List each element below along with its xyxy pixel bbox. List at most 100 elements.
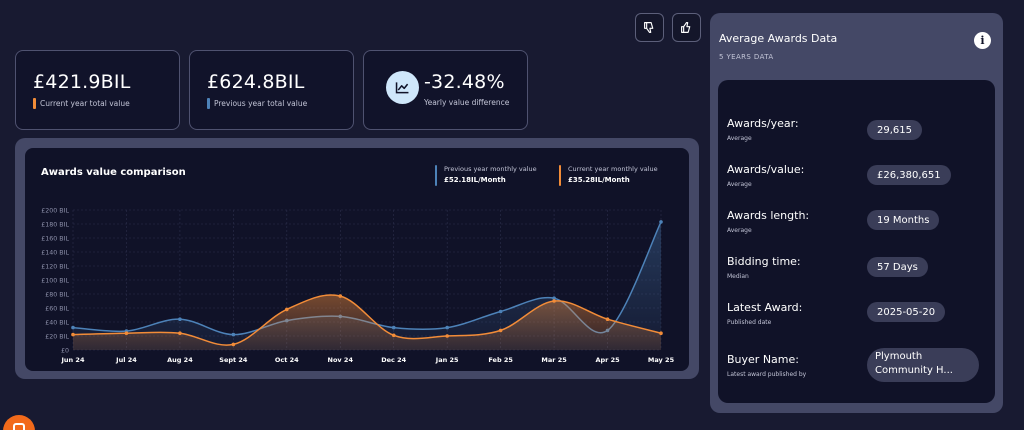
x-tick-label: Oct 24 bbox=[275, 356, 299, 364]
series-point-1 bbox=[71, 332, 75, 337]
y-tick-label: £80 BIL bbox=[45, 292, 69, 299]
x-tick-label: Sept 24 bbox=[219, 356, 248, 364]
series-point-0 bbox=[71, 325, 75, 330]
x-tick-label: Mar 25 bbox=[541, 356, 567, 364]
series-point-1 bbox=[445, 334, 449, 338]
metrics-list: Awards/year: Average 29,615 Awards/value… bbox=[718, 80, 995, 403]
legend-previous-value: £52.18IL/Month bbox=[444, 176, 506, 184]
y-tick-label: £140 BIL bbox=[41, 250, 69, 257]
stat-card-yearly-difference: -32.48% Yearly value difference bbox=[363, 50, 528, 130]
x-tick-label: Jul 24 bbox=[115, 356, 137, 364]
legend-previous-marker bbox=[435, 165, 437, 186]
y-tick-label: £20 BIL bbox=[45, 334, 69, 341]
x-tick-label: Aug 24 bbox=[167, 356, 193, 364]
awards-value-chart: £0 £20 BIL £40 BIL £60 BIL £80 BIL £100 BIL £1… bbox=[25, 148, 689, 371]
series-point-1 bbox=[659, 331, 663, 335]
buyer-name-line-1: Plymouth bbox=[875, 351, 923, 362]
series-point-0 bbox=[391, 325, 396, 330]
yearly-difference-label: Yearly value difference bbox=[424, 98, 510, 107]
metric-label-bidding-time: Bidding time: bbox=[727, 255, 801, 268]
chart-panel: £0 £20 BIL £40 BIL £60 BIL £80 BIL £100 BIL £1… bbox=[15, 138, 699, 379]
x-tick-label: Dec 24 bbox=[381, 356, 406, 364]
current-year-total-value: £421.9BIL bbox=[33, 71, 131, 93]
chat-widget-button[interactable] bbox=[3, 415, 35, 430]
metric-sub-awards-value: Average bbox=[727, 181, 752, 188]
yearly-difference-value: -32.48% bbox=[424, 71, 505, 93]
y-tick-label: £100 BIL bbox=[41, 278, 69, 285]
metric-value-bidding-time: 57 Days bbox=[867, 257, 928, 277]
metric-sub-latest-award: Published date bbox=[727, 319, 772, 326]
metric-sub-awards-year: Average bbox=[727, 135, 752, 142]
previous-year-label: Previous year total value bbox=[214, 99, 308, 108]
series-point-1 bbox=[338, 294, 343, 298]
series-point-1 bbox=[285, 307, 289, 312]
trend-chart-icon bbox=[386, 71, 419, 104]
series-point-0 bbox=[659, 220, 663, 224]
series-area-0 bbox=[73, 221, 661, 350]
chart-canvas: £0 £20 BIL £40 BIL £60 BIL £80 BIL £100 BIL £1… bbox=[41, 208, 675, 365]
series-point-0 bbox=[552, 296, 556, 300]
series-point-1 bbox=[605, 317, 610, 321]
series-point-0 bbox=[498, 309, 503, 314]
y-tick-label: £200 BIL bbox=[41, 208, 69, 215]
series-point-1 bbox=[498, 328, 503, 333]
stat-card-previous-year: £624.8BIL Previous year total value bbox=[189, 50, 354, 130]
current-year-marker bbox=[33, 98, 36, 109]
thumbs-up-icon bbox=[681, 22, 691, 33]
y-tick-label: £180 BIL bbox=[41, 222, 69, 229]
metric-value-awards-length: 19 Months bbox=[867, 210, 940, 230]
x-tick-label: Nov 24 bbox=[328, 356, 354, 364]
series-point-0 bbox=[445, 325, 449, 330]
info-icon[interactable]: i bbox=[974, 32, 991, 49]
chart-title: Awards value comparison bbox=[41, 167, 186, 178]
legend-current-year: Current year monthly value £35.28IL/Mont… bbox=[559, 165, 658, 186]
legend-previous-name: Previous year monthly value bbox=[444, 165, 537, 173]
metric-sub-bidding-time: Median bbox=[727, 273, 749, 280]
metric-label-awards-value: Awards/value: bbox=[727, 163, 805, 176]
series-point-1 bbox=[231, 342, 236, 347]
series-point-1 bbox=[124, 331, 129, 335]
chat-bubble-icon bbox=[13, 423, 25, 430]
y-tick-label: £0 bbox=[61, 348, 69, 355]
current-year-label: Current year total value bbox=[40, 99, 130, 108]
y-tick-label: £160 BIL bbox=[41, 236, 69, 243]
side-panel-title: Average Awards Data bbox=[719, 32, 838, 45]
metric-label-latest-award: Latest Award: bbox=[727, 301, 803, 314]
metric-sub-buyer-name: Latest award published by bbox=[727, 371, 807, 378]
metric-value-buyer-name: Plymouth Community H... bbox=[867, 348, 979, 382]
legend-current-value: £35.28IL/Month bbox=[568, 176, 630, 184]
series-point-0 bbox=[178, 317, 182, 321]
metric-value-awards-year: 29,615 bbox=[867, 120, 922, 140]
series-point-1 bbox=[391, 333, 396, 338]
x-tick-label: Feb 25 bbox=[488, 356, 513, 364]
series-area-1 bbox=[73, 295, 661, 350]
series-point-1 bbox=[552, 299, 556, 303]
metric-value-awards-value: £26,380,651 bbox=[867, 165, 951, 185]
average-awards-panel: Average Awards Data 5 YEARS DATA i Award… bbox=[710, 13, 1003, 413]
metric-label-awards-length: Awards length: bbox=[727, 209, 810, 222]
x-tick-label: Jun 24 bbox=[61, 356, 85, 364]
y-tick-label: £120 BIL bbox=[41, 264, 69, 271]
legend-current-name: Current year monthly value bbox=[568, 165, 658, 173]
legend-current-marker bbox=[559, 165, 561, 186]
series-point-1 bbox=[178, 331, 182, 335]
metric-label-awards-year: Awards/year: bbox=[727, 117, 799, 130]
legend-previous-year: Previous year monthly value £52.18IL/Mon… bbox=[435, 165, 537, 186]
y-tick-label: £40 BIL bbox=[45, 320, 69, 327]
dislike-button[interactable] bbox=[635, 13, 664, 42]
stat-card-current-year: £421.9BIL Current year total value bbox=[15, 50, 180, 130]
previous-year-total-value: £624.8BIL bbox=[207, 71, 305, 93]
thumbs-down-icon bbox=[644, 22, 654, 33]
previous-year-marker bbox=[207, 98, 210, 109]
metric-label-buyer-name: Buyer Name: bbox=[727, 353, 799, 366]
side-panel-subtitle: 5 YEARS DATA bbox=[719, 53, 774, 61]
series-point-0 bbox=[231, 332, 236, 337]
x-tick-label: Jan 25 bbox=[435, 356, 459, 364]
x-tick-label: Apr 25 bbox=[595, 356, 620, 364]
metric-value-latest-award: 2025-05-20 bbox=[867, 302, 946, 322]
y-tick-label: £60 BIL bbox=[45, 306, 69, 313]
like-button[interactable] bbox=[672, 13, 701, 42]
buyer-name-line-2: Community H... bbox=[875, 365, 953, 376]
metric-sub-awards-length: Average bbox=[727, 227, 752, 234]
x-tick-label: May 25 bbox=[648, 356, 675, 364]
